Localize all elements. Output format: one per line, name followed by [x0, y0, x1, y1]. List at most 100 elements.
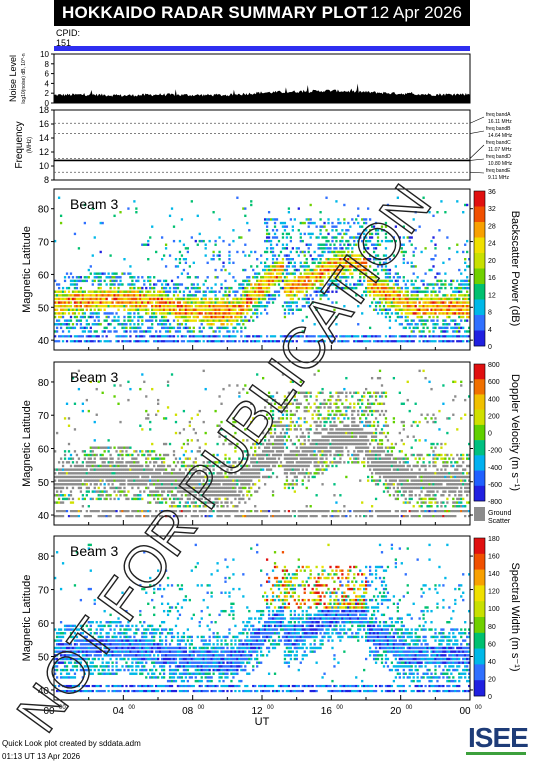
- rt-cell: [198, 330, 201, 333]
- rt-cell: [210, 297, 213, 301]
- rt-cell: [396, 279, 399, 283]
- rt-cell: [117, 479, 120, 482]
- rt-cell: [236, 510, 239, 513]
- rt-cell: [374, 254, 378, 257]
- rt-cell: [111, 319, 114, 322]
- rt-cell: [65, 286, 69, 290]
- rt-cell: [67, 479, 71, 482]
- rt-cell: [109, 453, 112, 457]
- rt-cell: [158, 323, 162, 326]
- rt-cell: [224, 457, 227, 460]
- rt-cell: [101, 510, 104, 513]
- rt-cell: [168, 326, 172, 330]
- rt-cell: [329, 243, 332, 246]
- rt-cell: [196, 483, 199, 486]
- rt-cell: [319, 391, 322, 395]
- rt-cell: [430, 268, 433, 272]
- rt-cell: [57, 497, 61, 501]
- rt-cell: [157, 409, 160, 413]
- rt-cell: [157, 323, 160, 326]
- rt-cell: [216, 326, 219, 330]
- rt-cell: [420, 250, 423, 254]
- rt-cell: [295, 483, 298, 486]
- rt-cell: [133, 475, 136, 479]
- rt-cell: [135, 457, 138, 460]
- rt-cell: [162, 315, 166, 319]
- rt-cell: [412, 319, 415, 322]
- rt-cell: [115, 340, 118, 343]
- rt-cell: [85, 464, 88, 468]
- rt-cell: [406, 301, 409, 304]
- rt-cell: [277, 457, 281, 460]
- rt-cell: [289, 464, 293, 468]
- rt-cell: [192, 472, 195, 475]
- rt-cell: [402, 258, 405, 261]
- rt-cell: [105, 304, 108, 308]
- rt-cell: [262, 450, 265, 453]
- rt-cell: [242, 279, 245, 283]
- rt-cell: [269, 297, 273, 301]
- rt-cell: [388, 294, 392, 297]
- freq-band-leader: [469, 130, 485, 134]
- rt-cell: [311, 439, 314, 442]
- rt-cell: [305, 453, 308, 457]
- noise-tick-label: 0: [45, 99, 50, 108]
- rt-cell: [117, 308, 120, 311]
- rt-cell: [139, 387, 142, 391]
- rt-cell: [309, 221, 312, 225]
- rt-cell: [125, 340, 128, 343]
- rt-cell: [107, 464, 110, 468]
- rt-cell: [353, 236, 356, 239]
- rt-cell: [123, 490, 126, 493]
- rt-cell: [232, 276, 235, 279]
- rt-cell: [452, 335, 455, 338]
- rt-cell: [297, 402, 300, 405]
- rt-cell: [263, 406, 267, 409]
- rt-cell: [196, 450, 199, 453]
- rt-cell: [206, 308, 209, 311]
- rt-cell: [129, 319, 132, 322]
- rt-cell: [79, 464, 83, 468]
- rt-cell: [382, 340, 386, 343]
- rt-cell: [242, 319, 245, 322]
- rt-cell: [466, 265, 469, 268]
- rt-cell: [123, 297, 126, 301]
- rt-cell: [192, 461, 195, 464]
- rt-cell: [71, 279, 75, 283]
- rt-cell: [135, 340, 138, 343]
- rt-cell: [99, 472, 102, 475]
- colorbar-tick-label: 0: [488, 344, 492, 351]
- rt-cell: [240, 490, 243, 493]
- rt-cell: [317, 439, 320, 442]
- rt-cell: [135, 335, 138, 338]
- rt-cell: [269, 431, 273, 435]
- rt-cell: [275, 268, 279, 272]
- rt-cell: [460, 286, 463, 290]
- rt-cell: [164, 472, 168, 475]
- rt-cell: [69, 515, 73, 518]
- rt-cell: [200, 483, 203, 486]
- rt-cell: [250, 472, 253, 475]
- rt-cell: [337, 340, 340, 343]
- rt-cell: [368, 294, 372, 297]
- rt-cell: [462, 279, 465, 283]
- rt-cell: [162, 483, 166, 486]
- rt-cell: [384, 276, 388, 279]
- rt-cell: [174, 479, 178, 482]
- rt-cell: [117, 402, 120, 405]
- rt-cell: [321, 510, 324, 513]
- rt-cell: [93, 479, 96, 482]
- rt-cell: [190, 301, 193, 304]
- rt-cell: [317, 424, 320, 427]
- rt-cell: [147, 297, 150, 301]
- rt-cell: [309, 203, 312, 207]
- rt-cell: [333, 243, 336, 246]
- rt-cell: [315, 294, 318, 297]
- rt-cell: [91, 312, 94, 315]
- rt-cell: [323, 243, 326, 246]
- rt-cell: [357, 265, 360, 268]
- rt-cell: [153, 475, 156, 479]
- rt-cell: [434, 323, 437, 326]
- rt-cell: [160, 335, 164, 338]
- rt-cell: [170, 308, 174, 311]
